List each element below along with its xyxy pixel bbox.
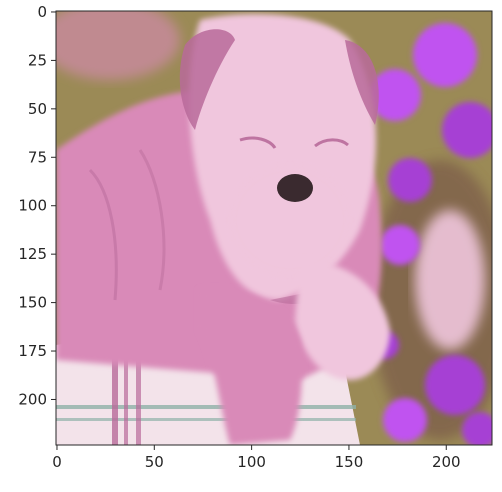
x-tick-label: 200 <box>432 453 461 471</box>
x-tick-label: 150 <box>335 453 364 471</box>
y-tick-label: 100 <box>18 197 47 215</box>
x-tick-label: 0 <box>52 453 62 471</box>
y-tick-label: 50 <box>28 100 47 118</box>
y-tick-label: 125 <box>18 245 47 263</box>
axes-frame <box>55 10 493 446</box>
y-axis: 0 25 50 75 100 125 150 175 200 <box>18 3 56 408</box>
y-tick-label: 25 <box>28 51 47 69</box>
y-tick-label: 0 <box>37 3 47 21</box>
y-tick-label: 175 <box>18 342 47 360</box>
purple-flowers <box>369 23 492 445</box>
x-tick-label: 100 <box>237 453 266 471</box>
bulldog-image <box>56 11 492 445</box>
puppy <box>56 14 390 445</box>
y-tick-label: 200 <box>18 390 47 408</box>
x-axis: 0 50 100 150 200 <box>52 445 461 471</box>
y-tick-label: 150 <box>18 294 47 312</box>
y-tick-label: 75 <box>28 148 47 166</box>
x-tick-label: 50 <box>145 453 164 471</box>
